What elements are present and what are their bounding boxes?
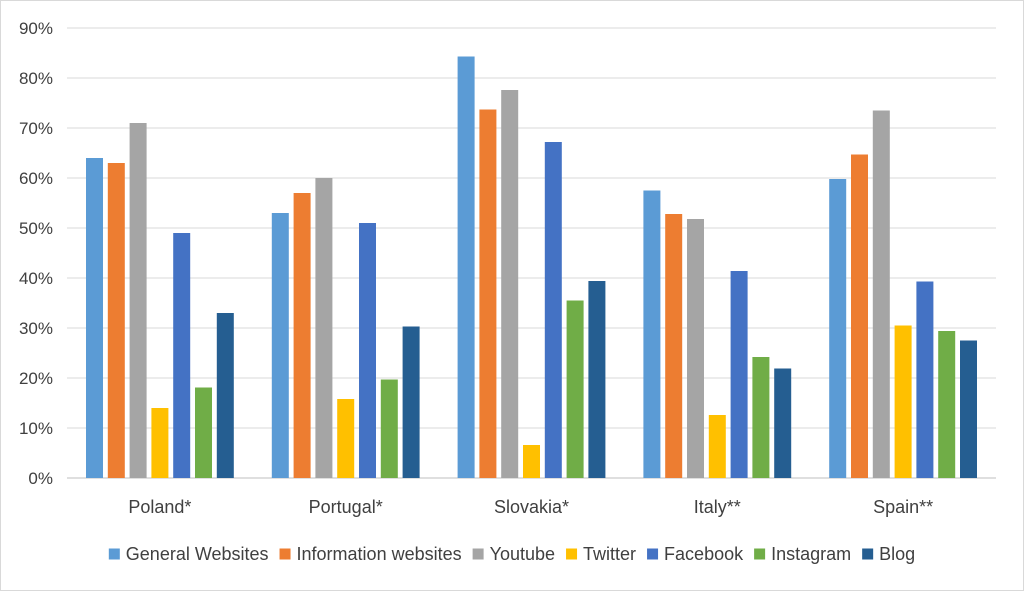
bar-youtube-slovakia	[501, 90, 519, 478]
bar-blog-spain	[960, 340, 977, 478]
bar-twitter-italy	[708, 415, 726, 478]
bar-facebook-italy	[730, 271, 748, 478]
bar-instagram-portugal	[380, 379, 398, 478]
bar-information-websites-slovakia	[479, 109, 497, 478]
legend-item-twitter: Twitter	[566, 544, 636, 564]
bar-blog-slovakia	[588, 281, 606, 478]
y-tick-label: 50%	[19, 219, 53, 238]
x-category-label: Poland*	[128, 497, 191, 517]
bar-instagram-poland	[195, 387, 212, 478]
bar-instagram-spain	[938, 331, 956, 478]
bar-general-websites-spain	[829, 179, 847, 478]
bar-twitter-slovakia	[523, 445, 540, 478]
legend-item-instagram: Instagram	[754, 544, 851, 564]
bar-youtube-spain	[872, 110, 890, 478]
x-category-label: Slovakia*	[494, 497, 569, 517]
x-axis-category-labels: Poland* Portugal* Slovakia* Italy** Spain**	[128, 497, 933, 517]
y-tick-label: 90%	[19, 19, 53, 38]
bar-facebook-portugal	[359, 223, 376, 478]
bar-twitter-spain	[894, 325, 912, 478]
legend-item-facebook: Facebook	[647, 544, 744, 564]
bar-youtube-italy	[687, 219, 704, 478]
bar-general-websites-italy	[643, 190, 661, 478]
bar-general-websites-slovakia	[457, 56, 475, 478]
bar-blog-poland	[216, 313, 234, 478]
legend-label: Twitter	[583, 544, 636, 564]
bar-information-websites-italy	[665, 214, 683, 478]
legend-label: Youtube	[490, 544, 555, 564]
legend-item-youtube: Youtube	[472, 544, 555, 564]
bar-facebook-poland	[173, 233, 191, 478]
y-tick-label: 20%	[19, 369, 53, 388]
x-category-label: Spain**	[873, 497, 933, 517]
legend-swatch	[647, 548, 659, 560]
bar-facebook-slovakia	[544, 142, 562, 478]
bars	[86, 56, 977, 478]
legend-item-general-websites: General Websites	[108, 544, 269, 564]
bar-information-websites-portugal	[293, 193, 311, 478]
bar-information-websites-spain	[851, 154, 868, 478]
legend-label: General Websites	[126, 544, 269, 564]
legend-swatch	[566, 548, 578, 560]
y-tick-label: 70%	[19, 119, 53, 138]
bar-general-websites-poland	[86, 158, 103, 478]
bar-general-websites-portugal	[271, 213, 289, 478]
x-category-label: Italy**	[694, 497, 741, 517]
legend-label: Blog	[879, 544, 915, 564]
bar-blog-italy	[774, 368, 792, 478]
x-category-label: Portugal*	[309, 497, 383, 517]
bar-youtube-poland	[129, 123, 147, 478]
legend-swatch	[862, 548, 874, 560]
y-tick-label: 40%	[19, 269, 53, 288]
legend: General Websites Information websites Yout…	[108, 544, 915, 564]
y-tick-label: 60%	[19, 169, 53, 188]
bar-facebook-spain	[916, 281, 934, 478]
bar-instagram-slovakia	[566, 300, 584, 478]
legend-item-blog: Blog	[862, 544, 915, 564]
y-tick-label: 10%	[19, 419, 53, 438]
y-tick-label: 0%	[28, 469, 53, 488]
bar-twitter-portugal	[337, 399, 355, 478]
legend-label: Facebook	[664, 544, 744, 564]
legend-swatch	[754, 548, 766, 560]
y-tick-label: 30%	[19, 319, 53, 338]
y-tick-label: 80%	[19, 69, 53, 88]
legend-swatch	[472, 548, 484, 560]
legend-swatch	[108, 548, 120, 560]
bar-youtube-portugal	[315, 178, 333, 478]
legend-item-information-websites: Information websites	[279, 544, 462, 564]
legend-label: Instagram	[771, 544, 851, 564]
bar-blog-portugal	[402, 326, 420, 478]
bar-instagram-italy	[752, 357, 770, 478]
legend-swatch	[279, 548, 291, 560]
bar-twitter-poland	[151, 408, 169, 478]
bar-information-websites-poland	[107, 163, 125, 478]
y-axis-tick-labels: 0% 10% 20% 30% 40% 50% 60% 70% 80% 90%	[19, 19, 53, 488]
legend-label: Information websites	[297, 544, 462, 564]
